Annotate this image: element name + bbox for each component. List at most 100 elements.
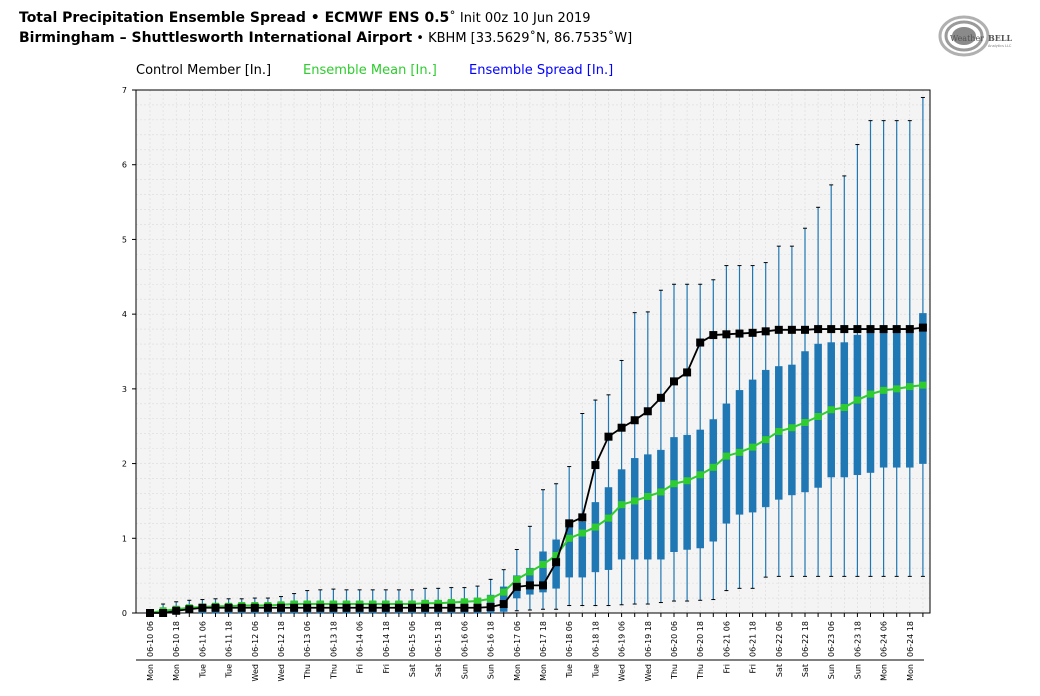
- logo-sub: Analytics LLC: [988, 44, 1012, 48]
- spread-box: [879, 330, 888, 468]
- mean-point: [709, 463, 717, 471]
- x-tick-label: 06-20 06: [670, 621, 679, 657]
- y-tick-label: 2: [122, 460, 127, 469]
- mean-point: [487, 595, 495, 603]
- y-tick-label: 7: [122, 86, 127, 95]
- spread-box: [565, 526, 573, 578]
- mean-point: [552, 551, 560, 559]
- day-label: Tue: [591, 664, 600, 679]
- x-tick-label: 06-24 18: [906, 621, 915, 657]
- day-label: Thu: [670, 664, 679, 680]
- x-tick-label: 06-15 06: [408, 621, 417, 657]
- mean-point: [421, 599, 429, 607]
- x-tick-label: 06-21 18: [749, 621, 758, 657]
- x-tick-label: 06-13 06: [303, 621, 312, 657]
- mean-point: [657, 488, 665, 496]
- x-tick-label: 06-10 18: [172, 621, 181, 657]
- x-tick-label: 06-12 06: [251, 621, 260, 657]
- chart-title: Total Precipitation Ensemble Spread • EC…: [19, 10, 591, 26]
- control-point: [814, 325, 823, 334]
- spread-box: [630, 458, 639, 560]
- mean-point: [696, 471, 704, 479]
- spread-box: [670, 437, 678, 552]
- x-tick-label: 06-22 06: [775, 621, 784, 657]
- mean-point: [853, 396, 861, 404]
- day-label: Sat: [408, 664, 417, 677]
- control-point: [447, 603, 456, 612]
- control-point: [853, 325, 862, 334]
- spread-box: [853, 334, 862, 476]
- mean-point: [788, 424, 796, 432]
- x-tick-label: 06-19 18: [644, 621, 653, 657]
- weatherbell-logo: Weather BELL Analytics LLC: [938, 15, 1012, 57]
- mean-point: [893, 385, 901, 393]
- x-tick-label: 06-14 06: [356, 621, 365, 657]
- x-tick-label: 06-23 18: [853, 621, 862, 657]
- x-tick-label: 06-18 06: [565, 621, 574, 657]
- control-point: [499, 600, 508, 609]
- mean-point: [683, 477, 691, 485]
- control-point: [185, 605, 194, 614]
- control-point: [709, 331, 718, 340]
- control-point: [827, 325, 836, 334]
- day-label: Wed: [251, 664, 260, 681]
- spread-box: [683, 434, 691, 550]
- day-label: Thu: [303, 664, 312, 680]
- mean-point: [565, 534, 573, 542]
- y-tick-label: 6: [122, 161, 127, 170]
- mean-point: [867, 390, 874, 398]
- control-point: [486, 603, 495, 612]
- control-point: [329, 603, 338, 612]
- day-label: Sun: [827, 664, 836, 679]
- init-time: Init 00z 10 Jun 2019: [455, 11, 591, 26]
- spread-box: [696, 429, 704, 549]
- control-point: [342, 603, 351, 612]
- control-point: [237, 603, 246, 612]
- location-detail: KBHM [33.5629˚N, 86.7535˚W]: [428, 31, 633, 46]
- x-tick-label: 06-11 18: [225, 621, 234, 657]
- day-label: Wed: [644, 664, 653, 681]
- mean-point: [513, 575, 521, 583]
- control-point: [316, 603, 325, 612]
- spread-box: [539, 551, 547, 593]
- mean-point: [880, 386, 888, 394]
- mean-point: [605, 514, 612, 522]
- day-label: Mon: [906, 664, 915, 681]
- control-point: [696, 338, 705, 347]
- control-point: [198, 603, 207, 612]
- mean-point: [827, 406, 835, 414]
- day-label: Mon: [146, 664, 155, 681]
- control-point: [552, 558, 561, 567]
- control-point: [761, 327, 770, 336]
- spread-box: [657, 449, 665, 560]
- control-point: [434, 603, 443, 612]
- mean-point: [749, 443, 757, 451]
- spread-box: [578, 521, 587, 578]
- day-label: Sun: [460, 664, 469, 679]
- control-point: [866, 325, 875, 334]
- mean-point: [474, 597, 481, 605]
- y-tick-label: 5: [122, 235, 127, 244]
- day-label: Thu: [696, 664, 705, 680]
- control-point: [722, 330, 731, 339]
- degree-mark: ˚: [449, 11, 456, 26]
- x-tick-label: 06-24 06: [880, 621, 889, 657]
- mean-point: [919, 381, 927, 389]
- mean-point: [447, 599, 455, 607]
- day-label: Fri: [749, 664, 758, 674]
- mean-point: [840, 404, 848, 412]
- mean-point: [670, 480, 678, 488]
- spread-box: [591, 502, 600, 573]
- control-point: [774, 325, 783, 334]
- control-point: [905, 325, 914, 334]
- mean-point: [434, 599, 442, 607]
- x-tick-label: 06-20 18: [696, 621, 705, 657]
- x-tick-label: 06-17 18: [539, 621, 548, 657]
- plot-frame: [135, 89, 931, 614]
- logo-bell: BELL: [988, 33, 1012, 43]
- mean-point: [631, 497, 639, 505]
- control-point: [683, 368, 692, 377]
- control-point: [670, 377, 678, 386]
- x-tick-label: 06-16 18: [487, 621, 496, 657]
